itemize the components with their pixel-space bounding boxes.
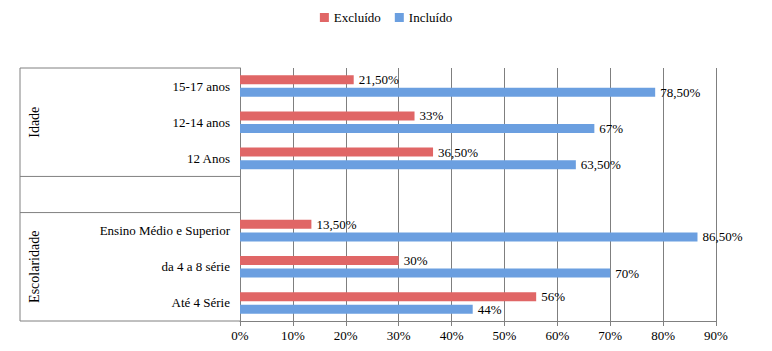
svg-text:da 4 a 8 série: da 4 a 8 série: [161, 259, 230, 274]
svg-text:50%: 50%: [493, 328, 517, 343]
svg-text:44%: 44%: [478, 302, 502, 317]
svg-text:Até 4 Série: Até 4 Série: [172, 295, 231, 310]
svg-text:0%: 0%: [231, 328, 249, 343]
svg-text:56%: 56%: [541, 289, 565, 304]
svg-text:40%: 40%: [440, 328, 464, 343]
svg-text:12-14 anos: 12-14 anos: [173, 115, 230, 130]
svg-text:36,50%: 36,50%: [438, 145, 478, 160]
svg-text:33%: 33%: [420, 108, 444, 123]
svg-text:20%: 20%: [334, 328, 358, 343]
svg-text:70%: 70%: [615, 266, 639, 281]
svg-text:67%: 67%: [599, 121, 623, 136]
svg-text:12 Anos: 12 Anos: [187, 151, 230, 166]
svg-text:Excluído: Excluído: [334, 10, 381, 25]
svg-text:Idade: Idade: [27, 107, 42, 138]
svg-text:Escolaridade: Escolaridade: [27, 231, 42, 303]
svg-text:90%: 90%: [704, 328, 728, 343]
svg-text:Incluído: Incluído: [409, 10, 452, 25]
svg-text:60%: 60%: [545, 328, 569, 343]
svg-text:78,50%: 78,50%: [660, 85, 700, 100]
svg-text:10%: 10%: [281, 328, 305, 343]
svg-text:Ensino Médio e Superior: Ensino Médio e Superior: [100, 223, 231, 238]
svg-text:15-17 anos: 15-17 anos: [173, 79, 230, 94]
svg-text:86,50%: 86,50%: [702, 229, 742, 244]
svg-text:13,50%: 13,50%: [316, 217, 356, 232]
svg-text:30%: 30%: [404, 253, 428, 268]
svg-text:70%: 70%: [598, 328, 622, 343]
svg-text:80%: 80%: [651, 328, 675, 343]
svg-text:21,50%: 21,50%: [359, 72, 399, 87]
svg-text:63,50%: 63,50%: [581, 157, 621, 172]
svg-text:30%: 30%: [387, 328, 411, 343]
